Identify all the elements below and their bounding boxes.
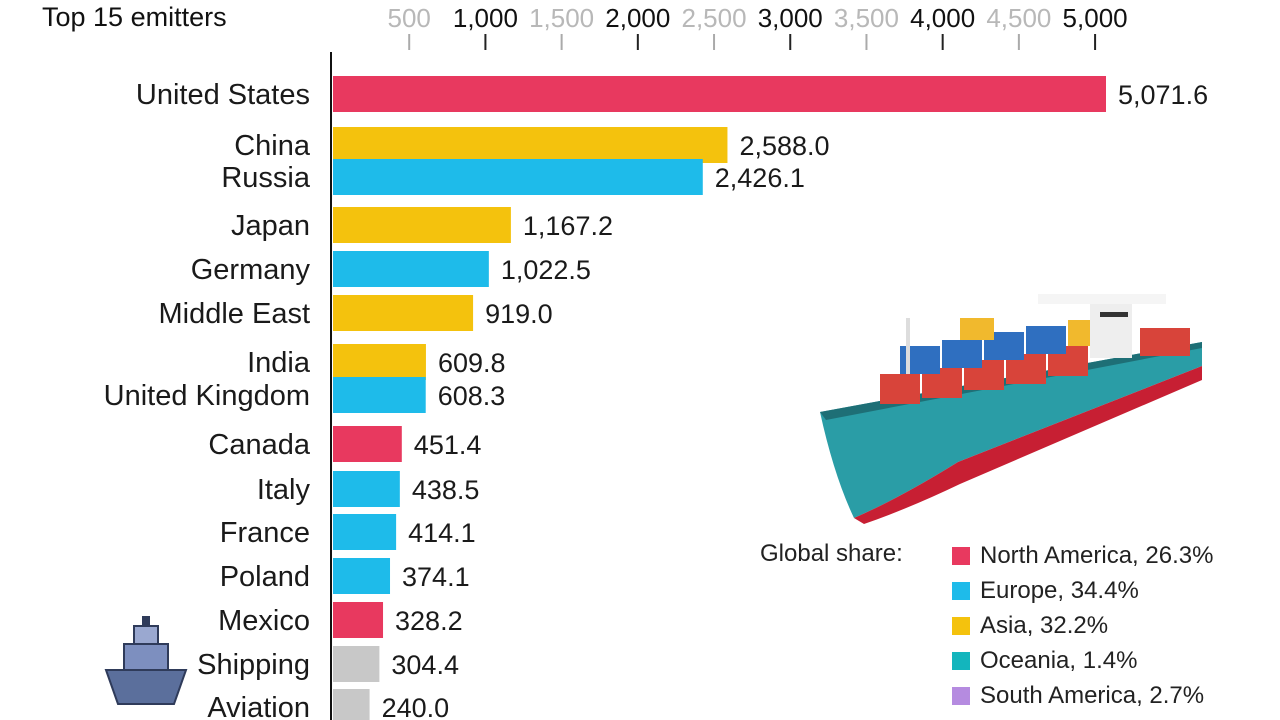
cargo-ship-icon: [104, 616, 188, 705]
legend-label: Asia, 32.2%: [980, 611, 1109, 639]
value-label: 304.4: [391, 650, 459, 680]
legend-label: North America, 26.3%: [980, 541, 1214, 569]
bar: [333, 689, 370, 720]
x-tick-label: 3,000: [758, 3, 823, 33]
container-ship-illustration: [820, 294, 1202, 524]
value-label: 438.5: [412, 475, 480, 505]
category-label: Japan: [231, 210, 310, 242]
value-label: 451.4: [414, 430, 482, 460]
category-label: China: [234, 130, 311, 162]
x-tick-label: 1,500: [529, 3, 594, 33]
value-label: 2,588.0: [739, 131, 829, 161]
value-label: 609.8: [438, 348, 506, 378]
value-label: 2,426.1: [715, 163, 805, 193]
bar: [333, 426, 402, 462]
x-tick-label: 3,500: [834, 3, 899, 33]
category-label: United Kingdom: [104, 380, 310, 412]
value-labels: 5,071.6 2,588.02,426.1 1,167.2 1,022.5 919.0…: [382, 80, 1209, 720]
legend-item: South America, 2.7%: [952, 678, 1213, 713]
value-label: 240.0: [382, 693, 450, 720]
bar: [333, 471, 400, 507]
x-tick-label: 5,000: [1063, 3, 1128, 33]
category-label: France: [220, 517, 310, 549]
category-label: Germany: [191, 254, 311, 286]
category-label: Italy: [257, 474, 311, 506]
bar: [333, 295, 474, 331]
legend-title: Global share:: [760, 540, 903, 567]
legend-swatch: [952, 616, 970, 635]
bar: [333, 127, 728, 163]
value-label: 414.1: [408, 518, 476, 548]
legend-item: Europe, 34.4%: [952, 573, 1213, 608]
legend-item: North America, 26.3%: [952, 538, 1213, 573]
bar: [333, 159, 703, 195]
value-label: 328.2: [395, 606, 463, 636]
x-tick-label: 500: [388, 3, 431, 33]
bar: [333, 344, 426, 380]
value-label: 608.3: [438, 381, 506, 411]
category-label: Shipping: [197, 649, 310, 681]
x-axis-ticks: 500 1,000 1,500 2,000 2,500 3,000 3,500 4,000 4,…: [388, 3, 1128, 50]
legend-swatch: [952, 686, 970, 705]
category-label: Middle East: [158, 298, 310, 330]
bar: [333, 377, 426, 413]
legend-label: Oceania, 1.4%: [980, 646, 1138, 674]
x-tick-label: 4,500: [986, 3, 1051, 33]
bar: [333, 76, 1106, 112]
bar: [333, 646, 380, 682]
category-label: Poland: [220, 561, 310, 593]
category-label: Aviation: [207, 692, 310, 720]
x-tick-label: 4,000: [910, 3, 975, 33]
legend-swatch: [952, 546, 970, 565]
value-label: 1,167.2: [523, 211, 613, 241]
category-label: United States: [136, 79, 310, 111]
category-label: India: [247, 347, 311, 379]
value-label: 5,071.6: [1118, 80, 1208, 110]
bar: [333, 251, 489, 287]
bar: [333, 558, 391, 594]
bar: [333, 514, 397, 550]
value-label: 919.0: [485, 299, 553, 329]
value-label: 1,022.5: [501, 255, 591, 285]
category-label: Mexico: [218, 605, 310, 637]
value-label: 374.1: [402, 562, 470, 592]
legend-label: Europe, 34.4%: [980, 576, 1139, 604]
legend-label: South America, 2.7%: [980, 681, 1205, 709]
x-tick-label: 2,000: [605, 3, 670, 33]
legend-item: Oceania, 1.4%: [952, 643, 1213, 678]
category-label: Canada: [208, 429, 310, 461]
chart-title: Top 15 emitters: [42, 2, 227, 32]
legend-item: Asia, 32.2%: [952, 608, 1213, 643]
x-tick-label: 2,500: [682, 3, 747, 33]
bar: [333, 602, 384, 638]
bars: [333, 76, 1106, 720]
legend-swatch: [952, 651, 970, 670]
bar: [333, 207, 511, 243]
legend-list: North America, 26.3% Europe, 34.4% Asia, 3…: [952, 538, 1213, 713]
legend-swatch: [952, 581, 970, 600]
category-label: Russia: [221, 162, 311, 194]
x-tick-label: 1,000: [453, 3, 518, 33]
